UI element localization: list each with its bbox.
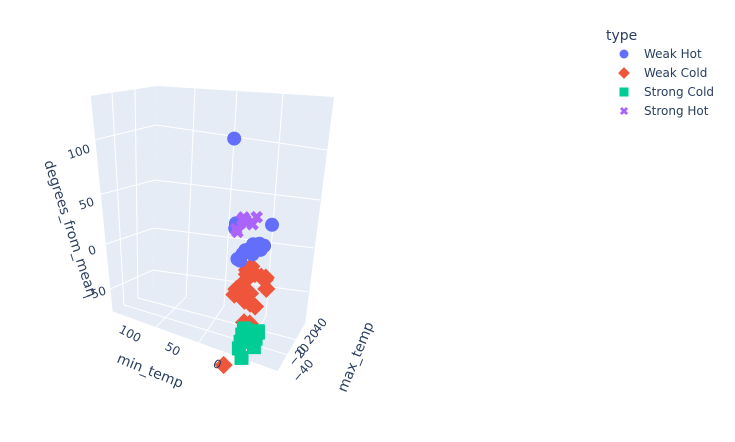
data-point-weak-cold xyxy=(242,257,261,276)
scene-right-pane xyxy=(152,86,334,325)
z-axis-title: degrees_from_mean xyxy=(40,158,99,299)
legend-label-strong-hot: Strong Hot xyxy=(644,104,709,118)
legend-label-strong-cold: Strong Cold xyxy=(644,85,714,99)
legend-symbol-strong-hot xyxy=(619,106,629,116)
legend: type Weak Hot Weak Cold Strong Cold Strong … xyxy=(606,28,714,118)
legend-symbol-weak-cold xyxy=(618,67,630,79)
x-tick-label: 50 xyxy=(163,339,183,359)
z-tick-label: 100 xyxy=(66,142,92,162)
z-axis-ticks: 100 50 0 −50 xyxy=(66,142,108,305)
legend-symbol-weak-hot xyxy=(619,49,629,59)
data-point-weak-hot xyxy=(241,242,256,257)
data-point-weak-cold xyxy=(255,270,274,289)
legend-title: type xyxy=(606,28,637,44)
data-point-weak-cold xyxy=(246,297,265,316)
legend-label-weak-hot: Weak Hot xyxy=(644,47,702,61)
z-tick-label: 0 xyxy=(86,243,98,259)
data-point-strong-hot xyxy=(246,217,259,231)
data-point-weak-cold xyxy=(227,280,246,299)
data-point-strong-hot xyxy=(235,213,249,226)
legend-label-weak-cold: Weak Cold xyxy=(644,66,707,80)
data-point-weak-cold xyxy=(235,283,254,303)
data-point-weak-hot xyxy=(227,131,242,146)
gridlines xyxy=(89,87,328,373)
marker-layer xyxy=(214,131,279,375)
data-point-weak-hot xyxy=(265,217,279,232)
z-tick-label: 50 xyxy=(77,195,96,213)
y-axis-title: max_temp xyxy=(335,320,378,395)
legend-items: Weak Hot Weak Cold Strong Cold Strong Hot xyxy=(618,47,714,118)
data-point-weak-hot xyxy=(233,253,248,268)
data-point-weak-hot xyxy=(253,242,268,257)
data-point-strong-hot xyxy=(231,225,244,239)
data-point-weak-cold xyxy=(257,279,276,299)
data-point-strong-cold xyxy=(234,350,249,365)
legend-symbol-strong-cold xyxy=(619,87,629,97)
data-point-strong-cold xyxy=(250,324,265,339)
x-tick-label: 100 xyxy=(117,322,144,345)
data-point-weak-cold xyxy=(237,265,256,284)
data-point-weak-cold xyxy=(214,355,233,375)
